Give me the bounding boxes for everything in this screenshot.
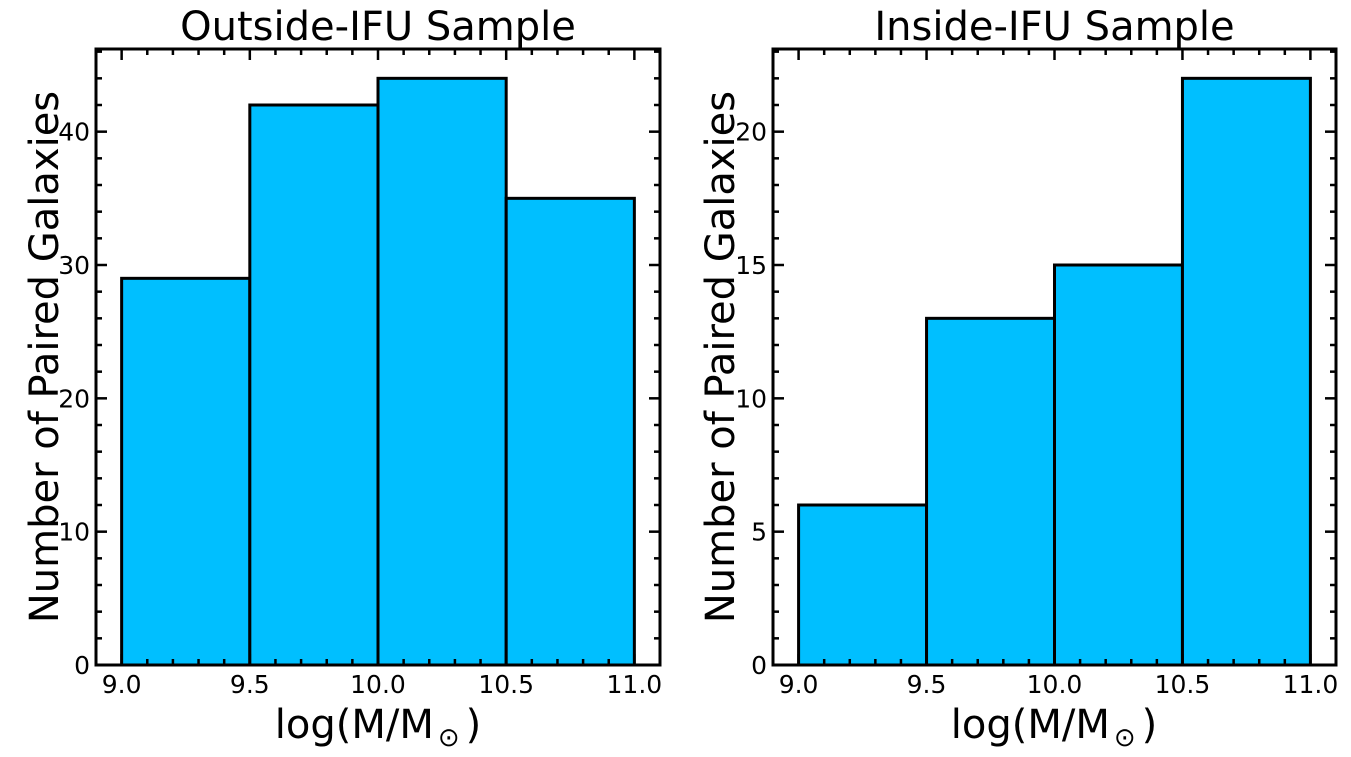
- y-tick-label: 5: [751, 518, 767, 547]
- x-axis-label: log(M/M ⊙): [275, 702, 482, 753]
- x-tick-label: 9.0: [102, 670, 142, 699]
- y-tick-label: 0: [751, 651, 767, 680]
- histogram-bar: [1180, 76, 1312, 667]
- x-tick-label: 10.5: [1155, 670, 1211, 699]
- x-axis-label: log(M/M ⊙): [951, 702, 1158, 753]
- plot-frame: [771, 47, 1338, 667]
- x-axis-label-main: log(M/M: [275, 702, 434, 748]
- chart-title: Inside-IFU Sample: [874, 4, 1234, 50]
- sun-symbol: ⊙: [1114, 723, 1136, 753]
- x-tick-label: 10.5: [478, 670, 534, 699]
- chart-title: Outside-IFU Sample: [180, 4, 576, 50]
- histogram-bar: [925, 316, 1057, 667]
- x-tick-label: 9.0: [779, 670, 819, 699]
- histogram-bar: [504, 196, 636, 667]
- chart-panel-2: 9.0 9.5 10.0 10.5 11.0 0 5 10 15 20 Inside-IFU Sam…: [698, 4, 1338, 753]
- chart-panel-1: 9.0 9.5 10.0 10.5 11.0 0 10 20 30 40 Outside-IFU S…: [22, 4, 662, 753]
- histogram-bar: [1053, 263, 1184, 667]
- histogram-bar: [248, 103, 380, 667]
- x-axis-label-close: ): [466, 702, 482, 748]
- plot-frame: [94, 47, 662, 667]
- x-tick-label: 9.5: [907, 670, 947, 699]
- sun-symbol: ⊙: [438, 723, 460, 753]
- x-tick-label: 9.5: [230, 670, 270, 699]
- y-tick-label: 15: [735, 251, 767, 280]
- x-tick-label: 11.0: [1283, 670, 1339, 699]
- histogram-bar: [120, 276, 252, 667]
- y-axis-label: Number of Paired Galaxies: [698, 91, 744, 623]
- y-tick-label: 10: [735, 384, 767, 413]
- y-tick-label: 40: [58, 118, 90, 147]
- x-tick-label: 10.0: [350, 670, 406, 699]
- y-axis-label: Number of Paired Galaxies: [22, 91, 68, 623]
- y-tick-label: 10: [58, 518, 90, 547]
- histogram-bar: [797, 503, 929, 667]
- y-tick-label: 20: [735, 118, 767, 147]
- x-axis-label-main: log(M/M: [951, 702, 1110, 748]
- histogram-bar: [376, 76, 508, 667]
- y-tick-label: 20: [58, 384, 90, 413]
- x-tick-label: 10.0: [1027, 670, 1083, 699]
- x-tick-label: 11.0: [607, 670, 663, 699]
- x-axis-label-close: ): [1142, 702, 1158, 748]
- y-tick-label: 30: [58, 251, 90, 280]
- y-tick-label: 0: [74, 651, 90, 680]
